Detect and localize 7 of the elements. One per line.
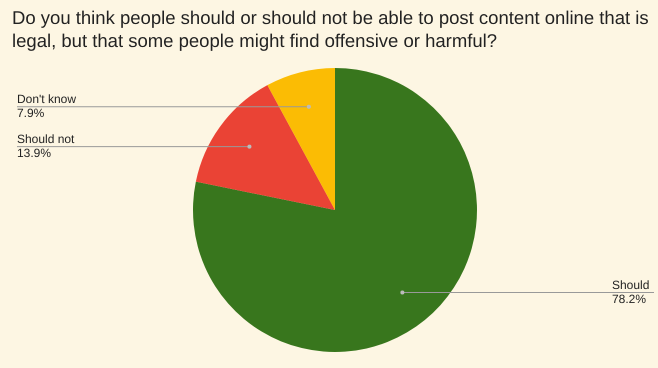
- data-label: 7.9%: [17, 106, 45, 120]
- chart-title: Do you think people should or should not be able to post content online that is legal, but that some people might find offensive or harmful?: [12, 6, 650, 52]
- slice-label: Don't know: [17, 92, 76, 106]
- slice-label: Should not: [17, 132, 76, 146]
- slice-label: Should: [612, 278, 650, 292]
- data-label: 13.9%: [17, 146, 52, 160]
- data-label: 78.2%: [612, 292, 646, 306]
